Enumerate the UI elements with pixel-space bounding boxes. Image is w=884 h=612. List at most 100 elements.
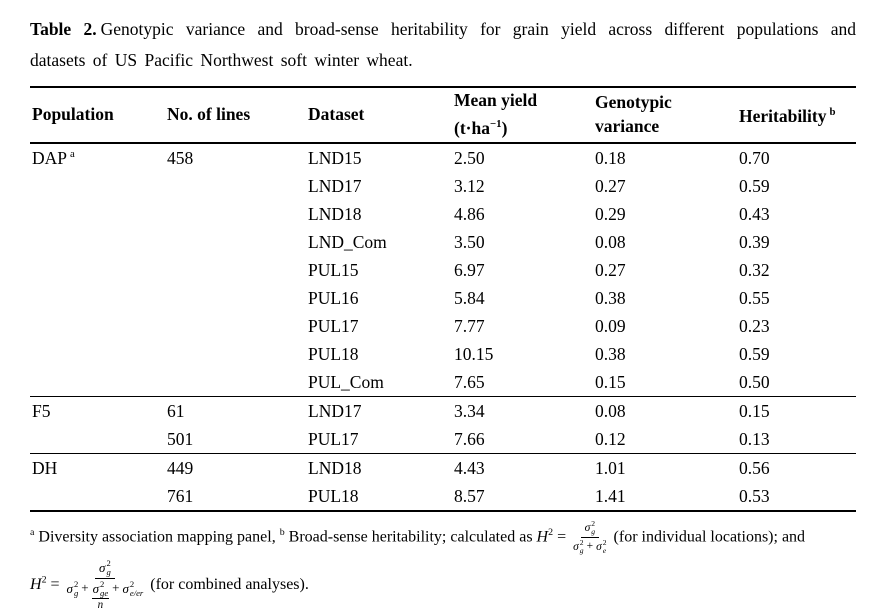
- cell-population: [30, 200, 165, 228]
- cell-variance: 0.27: [595, 259, 626, 280]
- cell-dataset: PUL15: [308, 259, 359, 280]
- cell-yield: 5.84: [454, 287, 485, 308]
- table-footnote: a Diversity association mapping panel, b…: [30, 519, 856, 612]
- header-population: Population: [32, 104, 114, 124]
- cell-population: DH: [32, 457, 58, 478]
- cell-lines: [165, 172, 306, 200]
- cell-variance: 0.29: [595, 203, 626, 224]
- cell-variance: 0.27: [595, 175, 626, 196]
- header-heritability: Heritability b: [739, 105, 836, 126]
- cell-dataset: LND17: [308, 175, 362, 196]
- cell-yield: 7.66: [454, 428, 485, 449]
- sigma-e-er-squared: σ 2 e/er: [122, 579, 144, 599]
- cell-yield: 3.34: [454, 400, 485, 421]
- cell-population: [30, 425, 165, 454]
- table-row: PUL_Com 7.65 0.15 0.50: [30, 368, 856, 397]
- cell-lines: [165, 368, 306, 397]
- cell-heritability: 0.59: [739, 343, 770, 364]
- table-row: 501 PUL17 7.66 0.12 0.13: [30, 425, 856, 454]
- data-table: Population No. of lines Dataset Mean yie…: [30, 86, 856, 512]
- cell-dataset: PUL_Com: [308, 371, 384, 392]
- footnote-text-a: Diversity association mapping panel,: [38, 528, 276, 546]
- footnote-line-1: a Diversity association mapping panel, b…: [30, 519, 806, 556]
- footnote-marker-a: a: [30, 527, 35, 538]
- cell-dataset: PUL17: [308, 315, 359, 336]
- cell-heritability: 0.55: [739, 287, 770, 308]
- cell-yield: 7.77: [454, 315, 485, 336]
- cell-dataset: PUL16: [308, 287, 359, 308]
- cell-yield: 4.86: [454, 203, 485, 224]
- cell-dataset: LND18: [308, 203, 362, 224]
- cell-heritability: 0.53: [739, 485, 770, 506]
- cell-population: [30, 172, 165, 200]
- cell-lines: [165, 256, 306, 284]
- cell-lines: 449: [167, 457, 194, 478]
- cell-heritability: 0.50: [739, 371, 770, 392]
- table-row: DAP a 458 LND15 2.50 0.18 0.70: [30, 143, 856, 172]
- table-caption-label: Table 2.: [30, 19, 97, 39]
- table-row: DH 449 LND18 4.43 1.01 0.56: [30, 453, 856, 483]
- table-row: LND_Com 3.50 0.08 0.39: [30, 228, 856, 256]
- cell-yield: 4.43: [454, 457, 485, 478]
- cell-lines: [165, 200, 306, 228]
- footnote-suffix-1: (for individual locations); and: [613, 528, 806, 546]
- table-caption-text: Genotypic variance and broad-sense herit…: [30, 19, 856, 70]
- footnote-marker-b: b: [279, 527, 285, 538]
- cell-population: [30, 228, 165, 256]
- cell-variance: 0.38: [595, 343, 626, 364]
- cell-heritability: 0.15: [739, 400, 770, 421]
- table-row: PUL17 7.77 0.09 0.23: [30, 312, 856, 340]
- cell-variance: 0.38: [595, 287, 626, 308]
- cell-yield: 3.12: [454, 175, 485, 196]
- population-footnote-marker: a: [70, 147, 75, 160]
- cell-dataset: LND18: [308, 457, 362, 478]
- equals-sign: =: [557, 528, 567, 546]
- cell-dataset: PUL18: [308, 343, 359, 364]
- footnote-suffix-2: (for combined analyses).: [150, 576, 309, 594]
- table-caption: Table 2. Genotypic variance and broad-sen…: [30, 14, 856, 76]
- table-row: 761 PUL18 8.57 1.41 0.53: [30, 482, 856, 511]
- cell-lines: 61: [167, 400, 185, 421]
- header-dataset: Dataset: [308, 104, 365, 124]
- cell-variance: 1.01: [595, 457, 626, 478]
- cell-population: F5: [32, 400, 51, 421]
- cell-variance: 0.08: [595, 400, 626, 421]
- cell-dataset: LND_Com: [308, 231, 387, 252]
- table-row: LND18 4.86 0.29 0.43: [30, 200, 856, 228]
- table-row: F5 61 LND17 3.34 0.08 0.15: [30, 396, 856, 426]
- footnote-text-b: Broad-sense heritability; calculated as: [288, 528, 533, 546]
- cell-population: DAP a: [32, 147, 75, 168]
- cell-yield: 8.57: [454, 485, 485, 506]
- header-row: Population No. of lines Dataset Mean yie…: [30, 87, 856, 143]
- cell-variance: 0.08: [595, 231, 626, 252]
- cell-variance: 1.41: [595, 485, 626, 506]
- cell-heritability: 0.39: [739, 231, 770, 252]
- cell-population: [30, 368, 165, 397]
- header-mean-yield: Mean yield (t·ha−1): [454, 90, 538, 138]
- cell-heritability: 0.13: [739, 428, 770, 449]
- cell-variance: 0.12: [595, 428, 626, 449]
- cell-dataset: PUL18: [308, 485, 359, 506]
- table-row: LND17 3.12 0.27 0.59: [30, 172, 856, 200]
- cell-heritability: 0.59: [739, 175, 770, 196]
- cell-population: [30, 482, 165, 511]
- header-genotypic-variance: Genotypic variance: [595, 92, 672, 136]
- cell-heritability: 0.32: [739, 259, 770, 280]
- cell-variance: 0.15: [595, 371, 626, 392]
- cell-lines: 761: [167, 485, 194, 506]
- cell-heritability: 0.56: [739, 457, 770, 478]
- cell-yield: 2.50: [454, 147, 485, 168]
- cell-yield: 10.15: [454, 343, 494, 364]
- cell-lines: [165, 284, 306, 312]
- cell-yield: 7.65: [454, 371, 485, 392]
- cell-population: [30, 312, 165, 340]
- header-no-of-lines: No. of lines: [167, 104, 251, 124]
- table-row: PUL18 10.15 0.38 0.59: [30, 340, 856, 368]
